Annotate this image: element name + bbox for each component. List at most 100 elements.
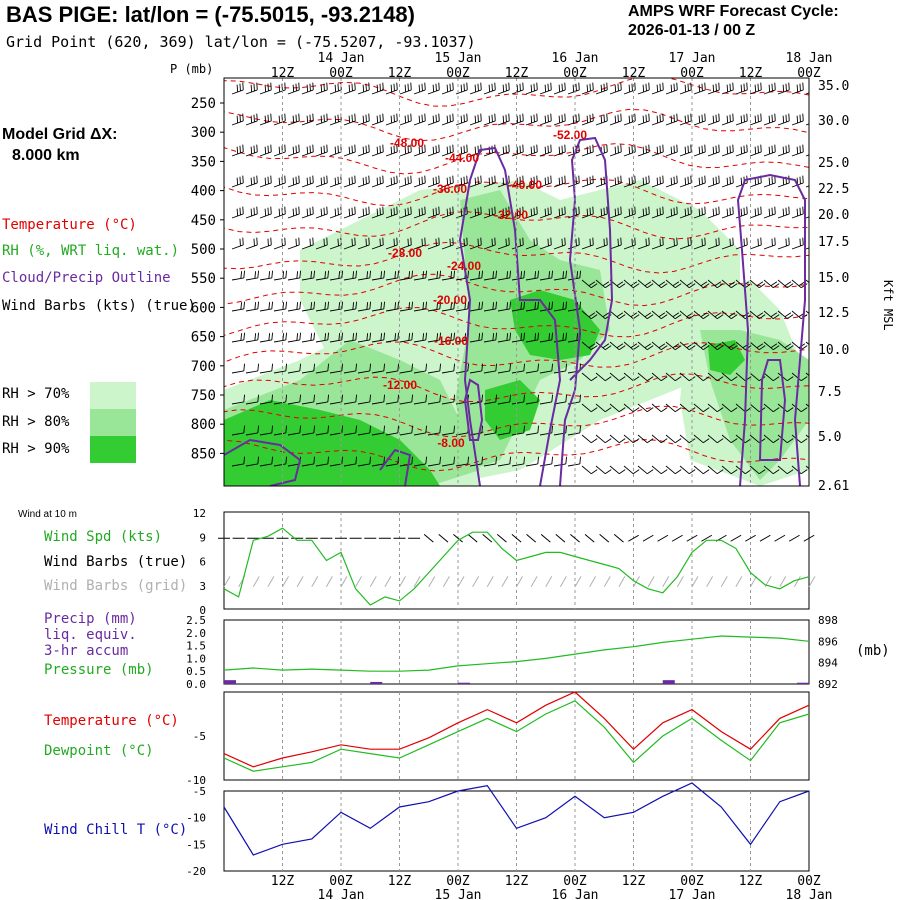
pressure-tick-label: 550: [191, 271, 216, 287]
wind-barb: [609, 434, 626, 444]
wind-barb: [399, 206, 412, 219]
wind-barb-grid: [603, 576, 611, 587]
wind-barb: [497, 113, 510, 126]
wind-barb: [805, 89, 809, 95]
height-tick-label: 35.0: [818, 79, 849, 94]
legend-precip-liq: liq. equiv.: [44, 627, 137, 643]
wind-barb: [595, 82, 608, 95]
wind-speed-tick-label: 3: [199, 580, 206, 593]
wind-barb: [623, 144, 636, 157]
wind-barb: [273, 425, 288, 436]
windchill-line: [223, 782, 810, 856]
wind-barb-grid: [384, 576, 392, 587]
wind-barb: [287, 175, 300, 188]
wind-barb-grid: [574, 576, 582, 587]
wind-barb: [581, 310, 598, 320]
wind-barb: [525, 394, 540, 405]
wind-barb: [287, 425, 302, 436]
wind-barb: [357, 113, 370, 126]
wind-barb: [315, 363, 330, 374]
page-title: BAS PIGE: lat/lon = (-75.5015, -93.2148): [6, 2, 415, 27]
wind-barb: [539, 237, 552, 250]
wind-barb: [567, 237, 580, 250]
precip-tick-label: 1.5: [186, 640, 206, 653]
wind-barb: [301, 301, 316, 312]
wind-barb: [259, 425, 274, 436]
wind-barb: [301, 332, 316, 343]
wind-barb: [399, 113, 412, 126]
wind-barb: [231, 270, 246, 281]
wind-barb: [735, 206, 748, 219]
wind-barb: [483, 113, 496, 126]
wind-barb: [805, 120, 809, 126]
cloud-outline: [463, 378, 484, 441]
wind-barb: [287, 144, 300, 157]
wind-barb: [287, 332, 302, 343]
precip-bar: [458, 682, 470, 684]
wind-barb: [245, 270, 260, 281]
grid-point-subtitle: Grid Point (620, 369) lat/lon = (-75.520…: [6, 33, 476, 51]
pressure-tick-label: 300: [191, 125, 216, 141]
wind-barb: [385, 301, 400, 312]
wind-barb: [497, 82, 510, 95]
pressure-tick-label: 350: [191, 154, 216, 170]
wind-barb: [371, 82, 384, 95]
rh-region: [224, 400, 440, 486]
height-tick-label: 20.0: [818, 208, 849, 223]
wind-10m-label: Wind at 10 m: [18, 509, 77, 520]
bottom-time-tick-label: 00Z: [446, 874, 470, 889]
wind-barb: [623, 206, 636, 219]
wind-barb-true: [803, 534, 815, 542]
height-tick-label: 15.0: [818, 271, 849, 286]
wind-barb-grid: [530, 576, 538, 587]
wind-barb: [301, 363, 316, 374]
wind-barb: [329, 270, 344, 281]
temperature-contour: [224, 143, 809, 175]
wind-barb-grid: [779, 576, 787, 587]
wind-barb: [497, 206, 510, 219]
top-date-label: 17 Jan: [669, 51, 716, 66]
wind-barb: [609, 372, 626, 382]
wind-barb-grid: [325, 576, 333, 587]
wind-barb: [707, 237, 720, 250]
wind-barb: [455, 144, 468, 157]
wind-barb: [273, 82, 286, 95]
wind-barb: [497, 301, 512, 312]
wind-barb: [385, 425, 400, 436]
wind-barb: [343, 301, 358, 312]
wind-barb: [693, 82, 706, 95]
legend-rh90-swatch: [90, 436, 136, 463]
wind-barb-grid: [516, 576, 523, 587]
legend-pressure: Pressure (mb): [44, 662, 154, 678]
top-time-tick-label: 12Z: [271, 66, 295, 81]
wind-barb: [805, 244, 809, 250]
wind-barb: [623, 372, 640, 382]
temperature-contour: [224, 211, 809, 240]
wind-barb: [497, 363, 512, 374]
wind-barb: [259, 206, 272, 219]
wind-barb: [413, 175, 426, 188]
wind-barb: [749, 279, 766, 289]
dewpoint-line: [223, 700, 810, 772]
wind-barb: [315, 301, 330, 312]
top-date-label: 16 Jan: [552, 51, 599, 66]
wind-barb: [441, 175, 454, 188]
height-axis-label: Kft MSL: [881, 280, 895, 331]
legend-rh90-label: RH > 90%: [2, 441, 70, 457]
precip-bar: [370, 681, 383, 684]
wind-barb: [721, 206, 734, 219]
wind-barb-grid: [267, 576, 275, 587]
wind-barb: [721, 341, 738, 351]
wind-barb: [707, 279, 724, 289]
wind-barb: [525, 270, 540, 281]
wind-barb: [539, 270, 554, 281]
wind-barb: [581, 113, 594, 126]
wind-barb: [427, 206, 440, 219]
wind-barb: [637, 279, 654, 289]
pressure-tick-label: 894: [818, 657, 838, 670]
temperature-contour-label: -12.00: [383, 378, 417, 392]
wind-barb-grid: [428, 576, 436, 587]
wind-barb: [539, 113, 552, 126]
wind-barb: [441, 113, 454, 126]
wind-barb: [413, 301, 428, 312]
